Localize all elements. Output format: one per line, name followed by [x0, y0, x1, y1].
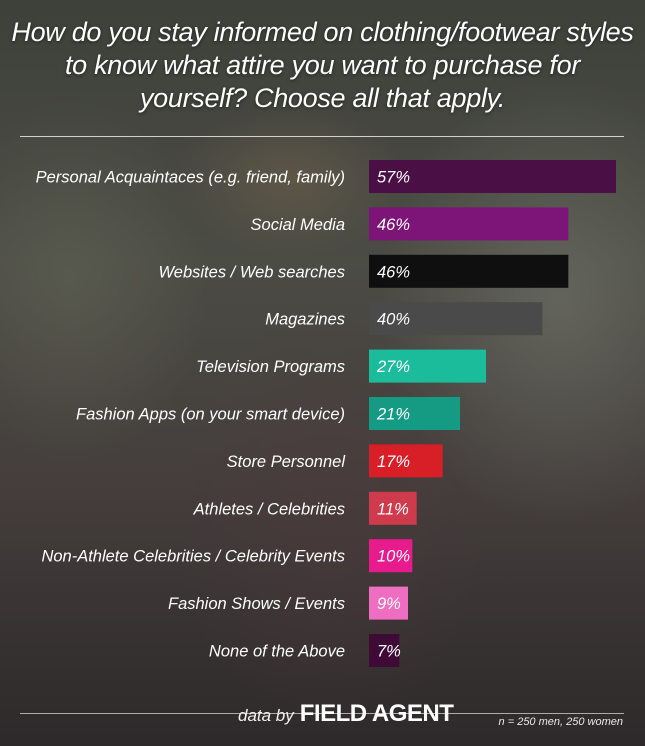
value-label: 46% — [377, 216, 410, 234]
category-label: Fashion Apps (on your smart device) — [76, 406, 345, 424]
bar-7 — [369, 491, 417, 525]
category-label: Personal Acquaintaces (e.g. friend, fami… — [36, 169, 345, 187]
category-label: Non-Athlete Celebrities / Celebrity Even… — [41, 548, 345, 566]
value-label: 46% — [377, 263, 410, 281]
value-label: 9% — [377, 595, 401, 613]
value-label: 27% — [376, 358, 410, 376]
bar-4 — [369, 349, 486, 383]
category-label: Store Personnel — [227, 453, 347, 471]
category-label: Athletes / Celebrities — [193, 500, 345, 518]
bar-5 — [369, 397, 460, 430]
chart-title: How do you stay informed on clothing/foo… — [11, 17, 634, 113]
value-label: 11% — [377, 500, 409, 518]
bar-6 — [369, 444, 443, 478]
bar-10 — [369, 634, 400, 667]
data-by-label: data by — [238, 706, 294, 725]
value-label: 40% — [377, 311, 410, 329]
category-label: Magazines — [265, 311, 345, 329]
brand-logo: FIELD AGENT — [299, 700, 454, 727]
category-label: Fashion Shows / Events — [168, 595, 345, 613]
value-label: 21% — [376, 406, 410, 424]
category-label: Television Programs — [196, 358, 345, 376]
bar-9 — [369, 586, 408, 620]
footer-credit: data by FIELD AGENT — [232, 700, 459, 728]
bar-2 — [369, 254, 569, 288]
bar-3 — [369, 302, 543, 336]
value-label: 10% — [377, 548, 410, 566]
category-label: Social Media — [251, 216, 345, 234]
sample-size-note: n = 250 men, 250 women — [498, 716, 623, 728]
value-label: 7% — [377, 643, 401, 661]
footer-divider — [20, 713, 624, 714]
title-divider — [20, 136, 624, 137]
bar-8 — [369, 539, 413, 573]
category-label: None of the Above — [209, 643, 345, 661]
value-label: 57% — [377, 169, 410, 187]
bar-0 — [369, 160, 616, 193]
bar-chart: Personal Acquaintaces (e.g. friend, fami… — [36, 160, 616, 667]
category-label: Websites / Web searches — [159, 263, 345, 281]
bar-1 — [369, 207, 569, 241]
value-label: 17% — [377, 453, 410, 471]
